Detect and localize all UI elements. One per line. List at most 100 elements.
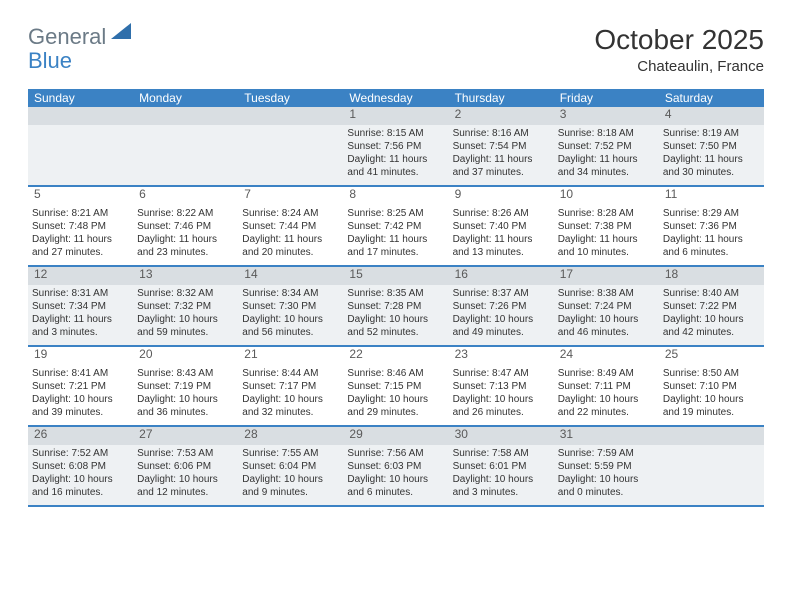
day-cell: 26Sunrise: 7:52 AMSunset: 6:08 PMDayligh… <box>28 427 133 505</box>
day-number: 11 <box>659 187 764 205</box>
daylight-text: Daylight: 10 hours and 0 minutes. <box>558 473 655 499</box>
day-number: 14 <box>238 267 343 285</box>
daylight-text: Daylight: 10 hours and 42 minutes. <box>663 313 760 339</box>
daylight-text: Daylight: 10 hours and 16 minutes. <box>32 473 129 499</box>
calendar-page: General October 2025 Chateaulin, France … <box>0 0 792 531</box>
day-cell <box>659 427 764 505</box>
header: General October 2025 Chateaulin, France <box>28 24 764 75</box>
daylight-text: Daylight: 10 hours and 3 minutes. <box>453 473 550 499</box>
daylight-text: Daylight: 10 hours and 56 minutes. <box>242 313 339 339</box>
day-cell: 19 Sunrise: 8:41 AMSunset: 7:21 PMDayligh… <box>28 347 133 425</box>
day-cell: 30Sunrise: 7:58 AMSunset: 6:01 PMDayligh… <box>449 427 554 505</box>
week-row: 26Sunrise: 7:52 AMSunset: 6:08 PMDayligh… <box>28 427 764 507</box>
sunrise-text: Sunrise: 8:47 AM <box>453 367 550 380</box>
daylight-text: Daylight: 11 hours and 41 minutes. <box>347 153 444 179</box>
week-row: 19Sunrise: 8:41 AMSunset: 7:21 PMDayligh… <box>28 347 764 427</box>
sunset-text: Sunset: 7:15 PM <box>347 380 444 393</box>
daylight-text: Daylight: 11 hours and 23 minutes. <box>137 233 234 259</box>
sunset-text: Sunset: 6:08 PM <box>32 460 129 473</box>
weekday-label: Thursday <box>449 89 554 107</box>
day-cell: 28Sunrise: 7:55 AMSunset: 6:04 PMDayligh… <box>238 427 343 505</box>
day-cell: 10Sunrise: 8:28 AMSunset: 7:38 PMDayligh… <box>554 187 659 265</box>
sunrise-text: Sunrise: 8:50 AM <box>663 367 760 380</box>
day-number: 23 <box>449 347 554 365</box>
sunset-text: Sunset: 7:44 PM <box>242 220 339 233</box>
logo-blue-wrap: Blue <box>28 48 72 74</box>
day-number <box>238 107 343 125</box>
daylight-text: Daylight: 10 hours and 29 minutes. <box>347 393 444 419</box>
day-cell <box>133 107 238 185</box>
day-cell: 6Sunrise: 8:22 AMSunset: 7:46 PMDaylight… <box>133 187 238 265</box>
day-cell: 11Sunrise: 8:29 AMSunset: 7:36 PMDayligh… <box>659 187 764 265</box>
day-number: 19 <box>28 347 133 365</box>
sunset-text: Sunset: 7:21 PM <box>32 380 129 393</box>
daylight-text: Daylight: 10 hours and 36 minutes. <box>137 393 234 419</box>
daylight-text: Daylight: 10 hours and 52 minutes. <box>347 313 444 339</box>
calendar: SundayMondayTuesdayWednesdayThursdayFrid… <box>28 89 764 507</box>
month-title: October 2025 <box>594 24 764 56</box>
sunset-text: Sunset: 7:34 PM <box>32 300 129 313</box>
sunset-text: Sunset: 5:59 PM <box>558 460 655 473</box>
day-number: 12 <box>28 267 133 285</box>
sunrise-text: Sunrise: 8:43 AM <box>137 367 234 380</box>
sunrise-text: Sunrise: 8:29 AM <box>663 207 760 220</box>
day-number: 28 <box>238 427 343 445</box>
weekday-label: Friday <box>554 89 659 107</box>
sunrise-text: Sunrise: 8:19 AM <box>663 127 760 140</box>
sunset-text: Sunset: 7:56 PM <box>347 140 444 153</box>
day-number: 10 <box>554 187 659 205</box>
day-cell: 2Sunrise: 8:16 AMSunset: 7:54 PMDaylight… <box>449 107 554 185</box>
day-cell: 13Sunrise: 8:32 AMSunset: 7:32 PMDayligh… <box>133 267 238 345</box>
sunset-text: Sunset: 7:36 PM <box>663 220 760 233</box>
day-number: 21 <box>238 347 343 365</box>
day-number: 5 <box>28 187 133 205</box>
sunrise-text: Sunrise: 8:40 AM <box>663 287 760 300</box>
day-number: 31 <box>554 427 659 445</box>
sunrise-text: Sunrise: 8:31 AM <box>32 287 129 300</box>
daylight-text: Daylight: 10 hours and 46 minutes. <box>558 313 655 339</box>
day-number: 8 <box>343 187 448 205</box>
sunset-text: Sunset: 7:42 PM <box>347 220 444 233</box>
sunrise-text: Sunrise: 8:41 AM <box>32 367 129 380</box>
sunset-text: Sunset: 7:13 PM <box>453 380 550 393</box>
daylight-text: Daylight: 10 hours and 59 minutes. <box>137 313 234 339</box>
day-number <box>659 427 764 445</box>
day-number: 9 <box>449 187 554 205</box>
day-cell <box>238 107 343 185</box>
day-cell: 9Sunrise: 8:26 AMSunset: 7:40 PMDaylight… <box>449 187 554 265</box>
day-cell: 7Sunrise: 8:24 AMSunset: 7:44 PMDaylight… <box>238 187 343 265</box>
day-number <box>28 107 133 125</box>
sunrise-text: Sunrise: 7:52 AM <box>32 447 129 460</box>
sunset-text: Sunset: 7:46 PM <box>137 220 234 233</box>
sunset-text: Sunset: 7:24 PM <box>558 300 655 313</box>
weekday-label: Tuesday <box>238 89 343 107</box>
title-block: October 2025 Chateaulin, France <box>594 24 764 75</box>
sunrise-text: Sunrise: 8:18 AM <box>558 127 655 140</box>
sunset-text: Sunset: 7:17 PM <box>242 380 339 393</box>
sunset-text: Sunset: 7:50 PM <box>663 140 760 153</box>
daylight-text: Daylight: 11 hours and 30 minutes. <box>663 153 760 179</box>
daylight-text: Daylight: 11 hours and 3 minutes. <box>32 313 129 339</box>
sunset-text: Sunset: 7:22 PM <box>663 300 760 313</box>
day-cell: 15Sunrise: 8:35 AMSunset: 7:28 PMDayligh… <box>343 267 448 345</box>
day-cell: 4Sunrise: 8:19 AMSunset: 7:50 PMDaylight… <box>659 107 764 185</box>
day-cell: 20Sunrise: 8:43 AMSunset: 7:19 PMDayligh… <box>133 347 238 425</box>
daylight-text: Daylight: 10 hours and 22 minutes. <box>558 393 655 419</box>
day-cell: 25Sunrise: 8:50 AMSunset: 7:10 PMDayligh… <box>659 347 764 425</box>
sunset-text: Sunset: 7:32 PM <box>137 300 234 313</box>
day-cell: 3Sunrise: 8:18 AMSunset: 7:52 PMDaylight… <box>554 107 659 185</box>
weekday-row: SundayMondayTuesdayWednesdayThursdayFrid… <box>28 89 764 107</box>
sunset-text: Sunset: 7:11 PM <box>558 380 655 393</box>
logo: General <box>28 24 133 50</box>
sunset-text: Sunset: 7:54 PM <box>453 140 550 153</box>
sunset-text: Sunset: 7:19 PM <box>137 380 234 393</box>
daylight-text: Daylight: 11 hours and 27 minutes. <box>32 233 129 259</box>
sunrise-text: Sunrise: 8:46 AM <box>347 367 444 380</box>
sunrise-text: Sunrise: 8:37 AM <box>453 287 550 300</box>
daylight-text: Daylight: 10 hours and 39 minutes. <box>32 393 129 419</box>
week-row: 5Sunrise: 8:21 AMSunset: 7:48 PMDaylight… <box>28 187 764 267</box>
day-number: 30 <box>449 427 554 445</box>
day-cell: 24Sunrise: 8:49 AMSunset: 7:11 PMDayligh… <box>554 347 659 425</box>
day-number: 18 <box>659 267 764 285</box>
day-number: 22 <box>343 347 448 365</box>
